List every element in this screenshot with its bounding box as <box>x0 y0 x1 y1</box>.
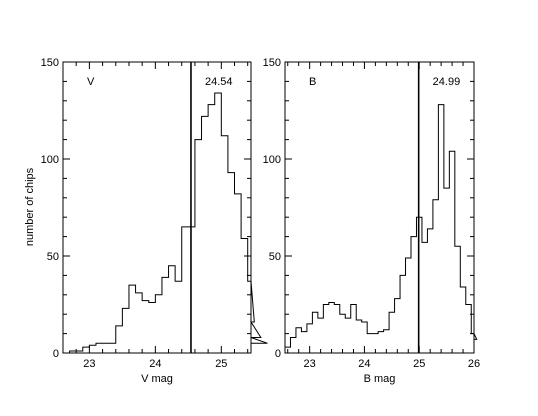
x-tick-label: 25 <box>215 358 227 370</box>
y-tick-label: 150 <box>41 57 59 69</box>
histogram-steps <box>69 92 268 353</box>
y-tick-label: 100 <box>263 154 281 166</box>
figure-ylabel: number of chips <box>24 167 36 246</box>
v-mag-histogram-panel: 23 24 25 0 50 100 150 V mag V 24.54 <box>41 57 268 385</box>
x-axis-label: V mag <box>141 373 173 385</box>
magnitude-limit-label: 24.99 <box>433 76 461 88</box>
x-tick-label: 25 <box>413 358 425 370</box>
plot-frame <box>284 61 475 354</box>
x-tick-label: 23 <box>304 358 316 370</box>
y-tick-label: 100 <box>41 154 59 166</box>
histogram-steps <box>284 104 478 353</box>
y-tick-label: 0 <box>275 348 281 360</box>
x-axis-label: B mag <box>364 373 396 385</box>
magnitude-limit-label: 24.54 <box>205 76 233 88</box>
plot-frame <box>62 61 252 354</box>
panel-band-label: V <box>87 76 95 88</box>
panel-band-label: B <box>309 76 316 88</box>
x-tick-label: 26 <box>468 358 480 370</box>
x-tick-label: 23 <box>83 358 95 370</box>
y-tick-label: 50 <box>269 251 281 263</box>
x-tick-label: 24 <box>149 358 161 370</box>
y-tick-label: 0 <box>53 348 59 360</box>
y-tick-label: 150 <box>263 57 281 69</box>
y-tick-label: 50 <box>47 251 59 263</box>
b-mag-histogram-panel: 23 24 25 26 0 50 100 150 B mag B 24.99 <box>263 57 480 385</box>
x-tick-label: 24 <box>358 358 370 370</box>
